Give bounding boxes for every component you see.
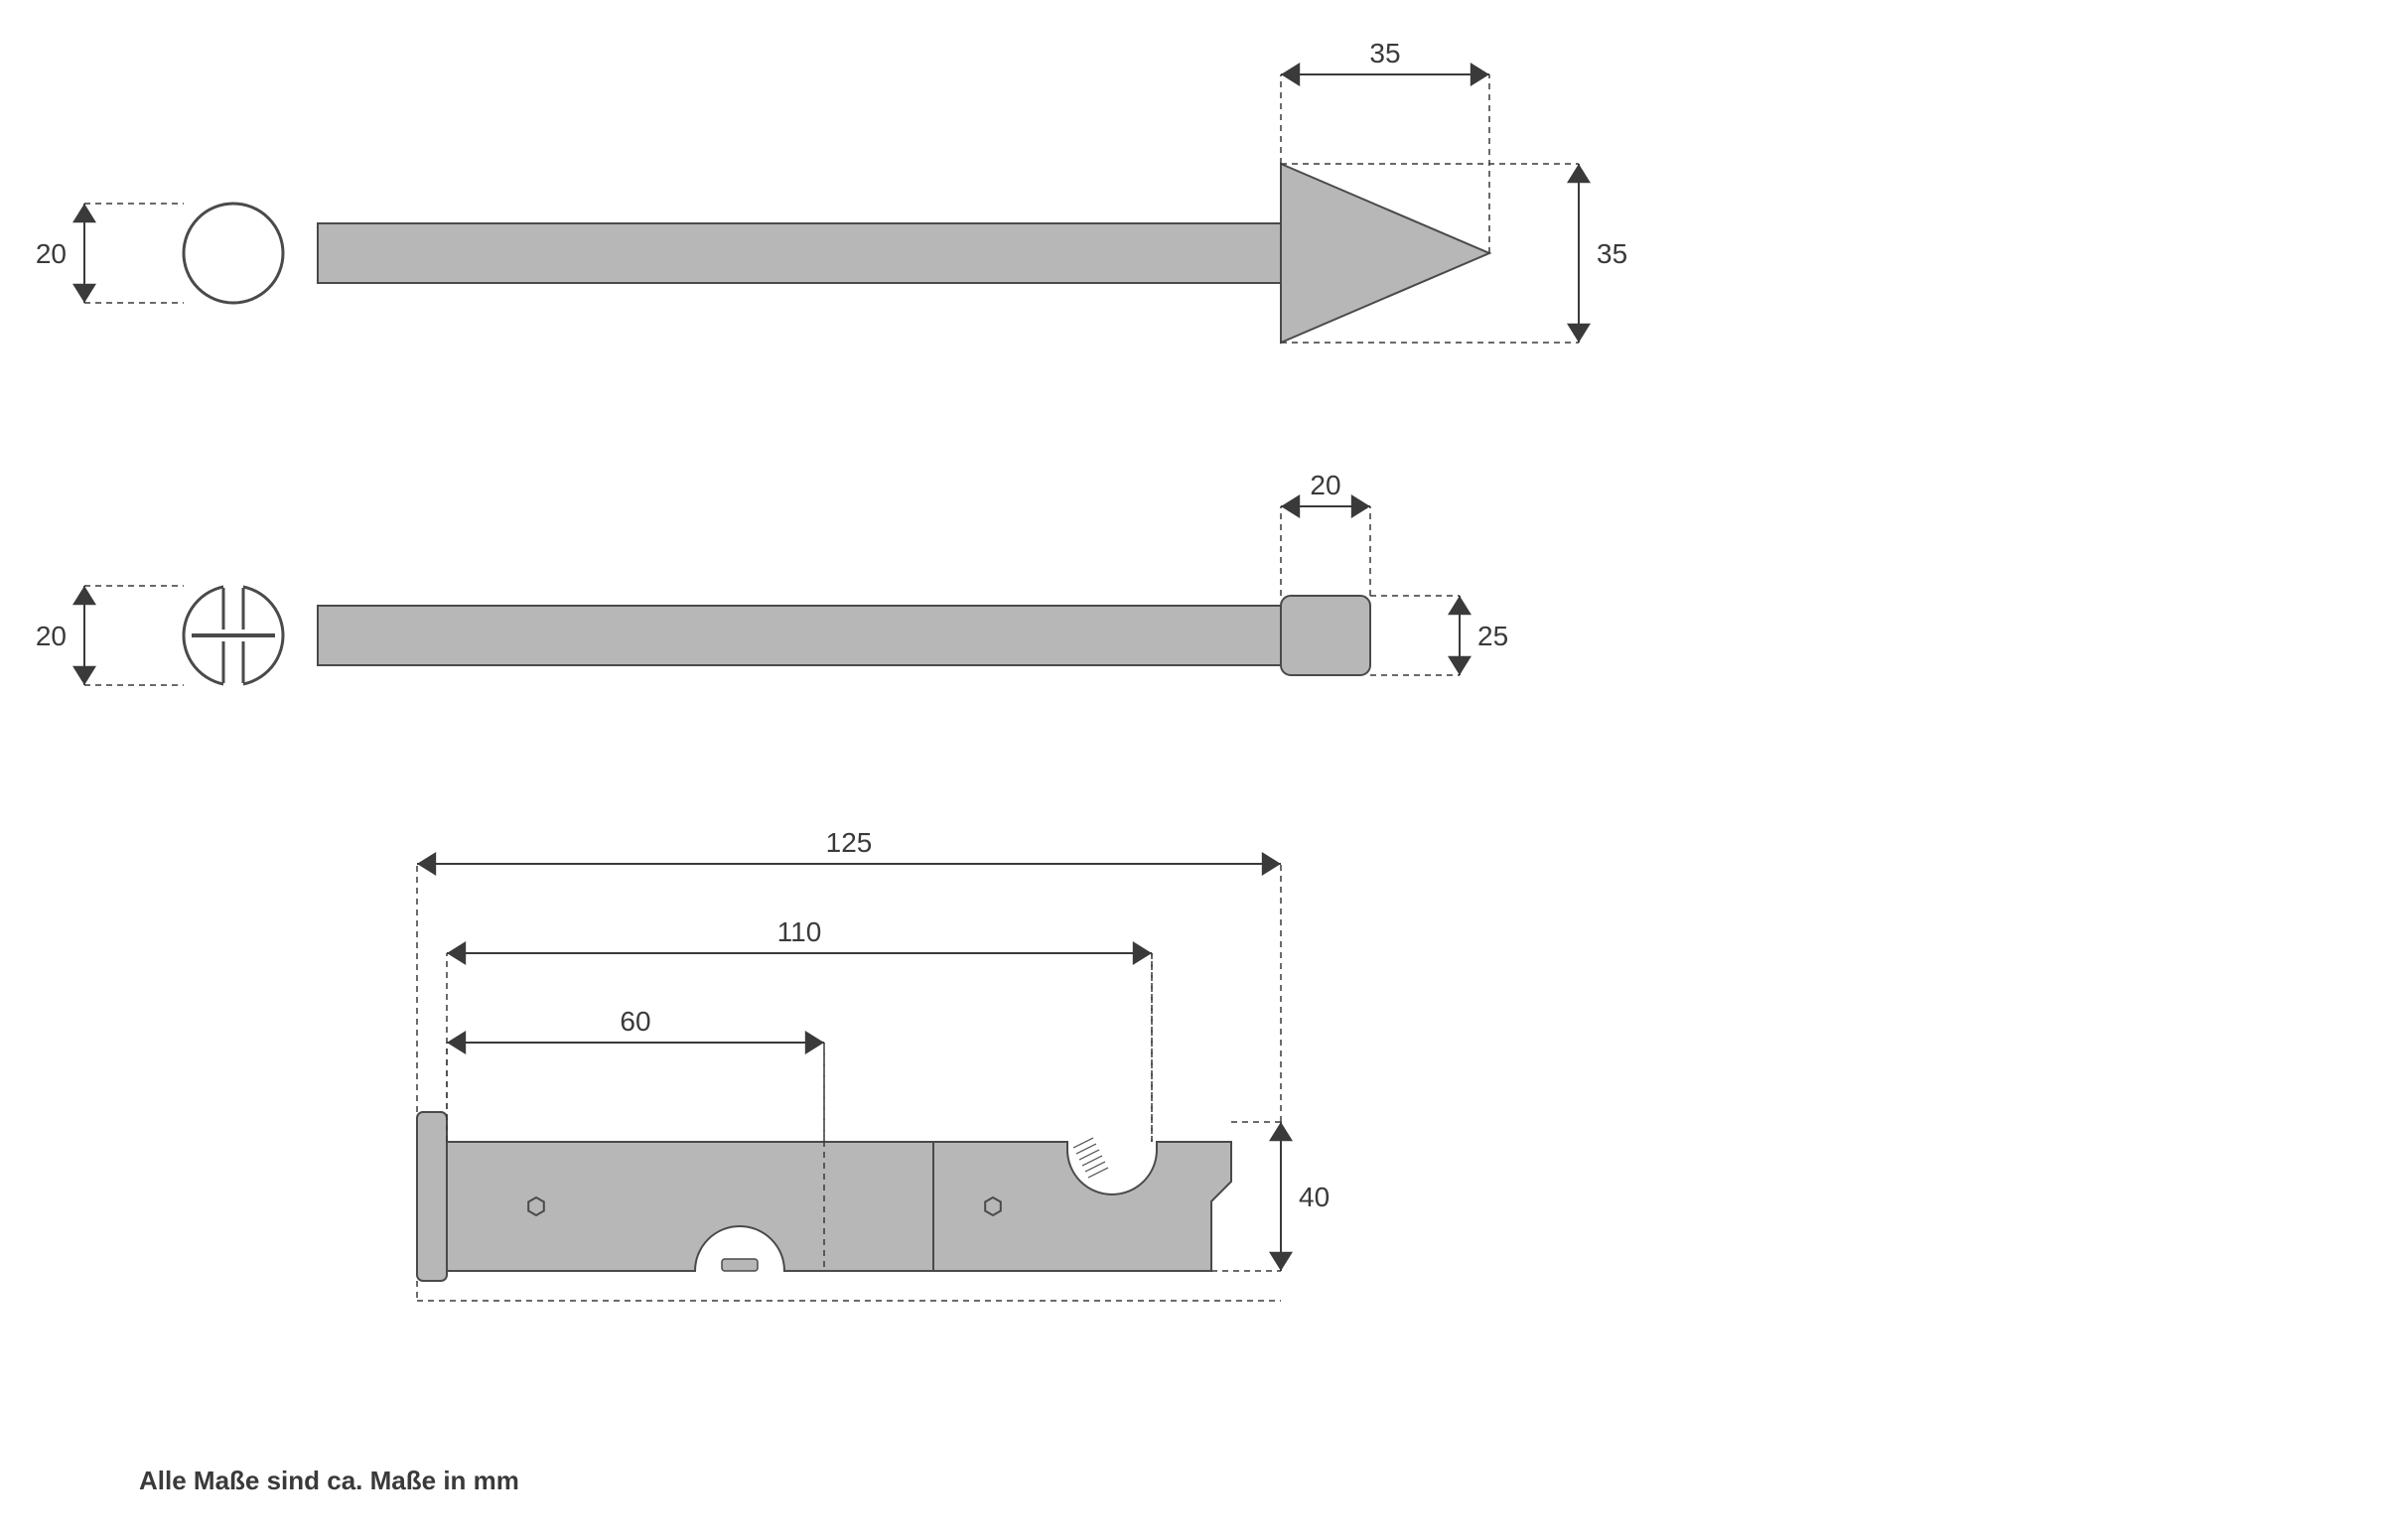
end-cap <box>1281 596 1370 675</box>
svg-text:40: 40 <box>1299 1182 1330 1212</box>
rod-side-view <box>318 223 1281 283</box>
svg-text:60: 60 <box>620 1006 650 1037</box>
svg-text:125: 125 <box>826 827 873 858</box>
bracket-arm-inner <box>447 1142 933 1271</box>
svg-text:110: 110 <box>777 916 822 947</box>
svg-text:20: 20 <box>36 238 67 269</box>
profile-cross-section <box>184 583 283 688</box>
footer-note: Alle Maße sind ca. Maße in mm <box>139 1466 519 1495</box>
bracket-arm-outer <box>933 1142 1231 1271</box>
svg-text:20: 20 <box>36 621 67 651</box>
svg-text:35: 35 <box>1597 238 1627 269</box>
svg-text:25: 25 <box>1477 621 1508 651</box>
rod-cross-section-circle <box>184 204 283 303</box>
profile-rod-side-view <box>318 606 1281 665</box>
svg-text:35: 35 <box>1369 38 1400 69</box>
svg-text:20: 20 <box>1310 470 1340 500</box>
bracket-wall-plate <box>417 1112 447 1281</box>
finial-triangle <box>1281 164 1489 343</box>
